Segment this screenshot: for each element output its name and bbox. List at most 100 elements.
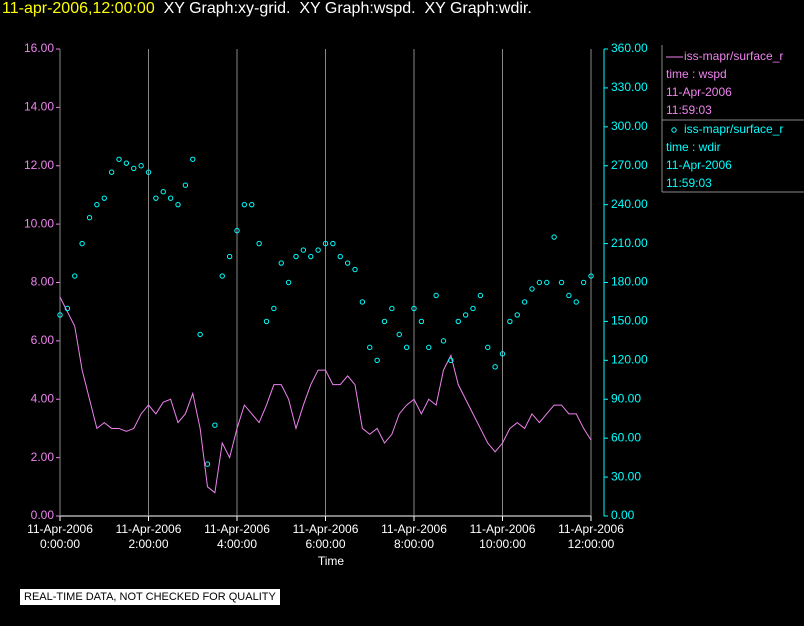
- wdir-point: [507, 318, 513, 325]
- y-tick-label: 14.00: [24, 100, 54, 114]
- legend-date: 11-Apr-2006: [666, 85, 732, 99]
- legend-label: time : wdir: [666, 140, 721, 154]
- wdir-point: [57, 312, 63, 318]
- wdir-point: [241, 201, 248, 208]
- wdir-point: [226, 253, 233, 260]
- wdir-point: [440, 338, 447, 344]
- wdir-point: [212, 422, 218, 428]
- wdir-point: [175, 201, 181, 208]
- wdir-point: [499, 351, 506, 357]
- wdir-point: [344, 260, 351, 266]
- wdir-point: [551, 234, 557, 240]
- wdir-point: [64, 305, 71, 312]
- y2-tick-label: 90.00: [611, 391, 641, 405]
- y2-tick-label: 120.00: [611, 353, 648, 367]
- wdir-point: [573, 299, 579, 305]
- wdir-point: [278, 260, 284, 266]
- wdir-point: [86, 214, 93, 221]
- wdir-point: [477, 292, 484, 299]
- y2-tick-label: 30.00: [611, 469, 641, 483]
- wdir-point: [544, 279, 550, 286]
- wdir-point: [403, 344, 410, 351]
- wdir-point: [529, 286, 535, 292]
- y-tick-label: 4.00: [31, 391, 55, 405]
- wdir-point: [263, 318, 270, 325]
- wdir-point: [131, 165, 137, 172]
- wdir-point: [337, 253, 343, 260]
- wdir-point: [389, 305, 395, 312]
- x-axis-label: Time: [318, 554, 345, 568]
- wdir-point: [145, 169, 152, 175]
- wdir-point: [123, 160, 130, 166]
- wdir-point: [580, 279, 587, 286]
- header-title: XY Graph:xy-grid. XY Graph:wspd. XY Grap…: [163, 0, 532, 17]
- wdir-point: [72, 273, 78, 279]
- wdir-point: [352, 266, 358, 273]
- wdir-point: [462, 312, 469, 318]
- y2-tick-label: 300.00: [611, 119, 648, 133]
- x-tick-label: 11-Apr-2006 4:00:00: [204, 522, 270, 551]
- wdir-point: [315, 247, 321, 253]
- wdir-point: [381, 318, 388, 325]
- y-tick-label: 12.00: [24, 158, 54, 172]
- wdir-point: [101, 195, 107, 201]
- y2-tick-label: 0.00: [611, 508, 635, 522]
- wdir-point: [485, 344, 491, 351]
- wdir-point: [197, 331, 203, 338]
- wdir-point: [374, 357, 380, 364]
- x-tick-label: 11-Apr-2006 2:00:00: [115, 522, 182, 551]
- wdir-point: [167, 195, 174, 201]
- y2-tick-label: 210.00: [611, 236, 648, 250]
- quality-note: REAL-TIME DATA, NOT CHECKED FOR QUALITY: [20, 589, 280, 605]
- y2-tick-label: 330.00: [611, 80, 648, 94]
- y-tick-label: 8.00: [31, 275, 55, 289]
- legend-time: 11:59:03: [666, 103, 712, 117]
- wdir-point: [94, 201, 100, 208]
- wdir-point: [367, 344, 373, 351]
- legend-name: iss-mapr/surface_r: [684, 49, 783, 63]
- y2-tick-label: 180.00: [611, 275, 648, 289]
- legend-date: 11-Apr-2006: [666, 158, 732, 172]
- wdir-point: [285, 279, 292, 286]
- wdir-point: [116, 156, 122, 162]
- wdir-point: [138, 163, 144, 169]
- wdir-point: [249, 201, 255, 208]
- wdir-point: [396, 331, 402, 338]
- wdir-point: [448, 357, 454, 364]
- legend-time: 11:59:03: [666, 176, 712, 190]
- wspd-line: [59, 296, 592, 494]
- wdir-point: [426, 344, 432, 351]
- header: 11-apr-2006,12:00:00 XY Graph:xy-grid. X…: [2, 0, 532, 18]
- x-tick-label: 11-Apr-2006 10:00:00: [469, 522, 536, 551]
- wdir-point: [153, 195, 159, 201]
- x-tick-label: 11-Apr-2006 8:00:00: [381, 522, 447, 551]
- wdir-point: [330, 240, 336, 247]
- y2-tick-label: 240.00: [611, 197, 648, 211]
- wdir-point: [470, 305, 476, 312]
- legend-label: time : wspd: [666, 67, 727, 81]
- wdir-point: [308, 253, 314, 260]
- wdir-point: [455, 318, 461, 325]
- wdir-point: [234, 227, 240, 234]
- x-tick-label: 11-Apr-2006 12:00:00: [558, 522, 624, 551]
- wdir-point: [190, 156, 196, 162]
- wdir-point: [411, 305, 417, 312]
- wdir-point: [182, 182, 189, 188]
- wdir-point: [359, 299, 366, 305]
- wdir-point: [160, 188, 166, 195]
- wdir-point: [514, 312, 520, 318]
- wdir-point: [588, 273, 594, 279]
- y-tick-label: 2.00: [31, 450, 55, 464]
- y2-tick-label: 270.00: [611, 158, 648, 172]
- y-tick-label: 0.00: [31, 508, 55, 522]
- wdir-point: [293, 253, 299, 260]
- y2-tick-label: 60.00: [611, 430, 641, 444]
- legend-swatch: [671, 127, 677, 133]
- wdir-point: [536, 279, 543, 286]
- wdir-point: [219, 273, 225, 279]
- wdir-point: [256, 240, 262, 247]
- wdir-point: [204, 461, 211, 467]
- header-time: 11-apr-2006,12:00:00: [2, 0, 155, 17]
